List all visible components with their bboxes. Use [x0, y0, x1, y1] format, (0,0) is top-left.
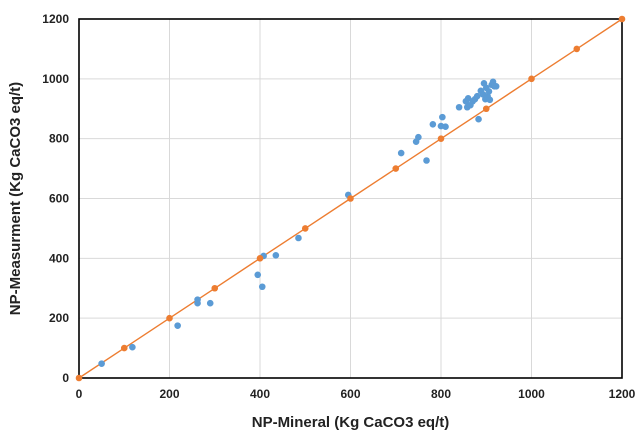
y-tick-label: 600 [49, 192, 69, 206]
data-point [475, 115, 482, 123]
x-tick-label: 400 [250, 387, 270, 401]
data-point [485, 88, 493, 95]
reference-point [528, 75, 535, 83]
y-tick-label: 800 [49, 132, 69, 146]
x-tick-label: 800 [431, 387, 451, 401]
data-point [254, 271, 262, 279]
reference-point [347, 195, 354, 202]
data-point [486, 96, 494, 104]
data-point [473, 92, 481, 100]
reference-point [256, 255, 264, 262]
y-axis-title: NP-Measurment (Kg CaCO3 eq/t) [7, 82, 24, 315]
data-point [492, 83, 500, 90]
reference-point [392, 165, 400, 172]
data-point [295, 234, 302, 242]
data-point [98, 360, 105, 367]
data-point [423, 157, 430, 164]
data-point [455, 103, 463, 111]
y-tick-label: 1000 [42, 72, 69, 86]
data-point [429, 121, 437, 128]
tick-labels: 0 200 400 600 800 1000 1200 0 200 400 600 800 1000 12… [42, 12, 635, 401]
reference-point [75, 374, 83, 382]
y-tick-label: 200 [49, 311, 69, 325]
x-tick-label: 200 [159, 387, 179, 401]
data-point [415, 133, 422, 141]
reference-point [437, 135, 445, 142]
reference-point [573, 45, 581, 53]
data-point [272, 252, 280, 259]
y-tick-label: 0 [62, 371, 69, 385]
x-tick-label: 600 [340, 387, 360, 401]
y-tick-label: 1200 [42, 12, 69, 26]
reference-point [618, 15, 626, 23]
data-point [397, 149, 405, 157]
data-point [439, 113, 446, 121]
x-tick-label: 1200 [609, 387, 635, 401]
plot-area-border [78, 18, 623, 379]
reference-point [482, 105, 490, 113]
x-tick-label: 1000 [518, 387, 545, 401]
data-point [129, 343, 136, 351]
data-points-layer [75, 15, 626, 382]
x-axis-title: NP-Mineral (Kg CaCO3 eq/t) [252, 414, 450, 431]
reference-point [120, 344, 128, 352]
reference-point [211, 284, 219, 292]
data-point [206, 299, 214, 307]
data-point [258, 283, 266, 291]
data-point [442, 123, 449, 130]
reference-point [301, 225, 309, 232]
x-tick-label: 0 [76, 387, 83, 401]
y-tick-label: 400 [49, 251, 69, 265]
data-point [194, 296, 201, 303]
reference-point [166, 314, 173, 322]
data-point [174, 322, 181, 329]
